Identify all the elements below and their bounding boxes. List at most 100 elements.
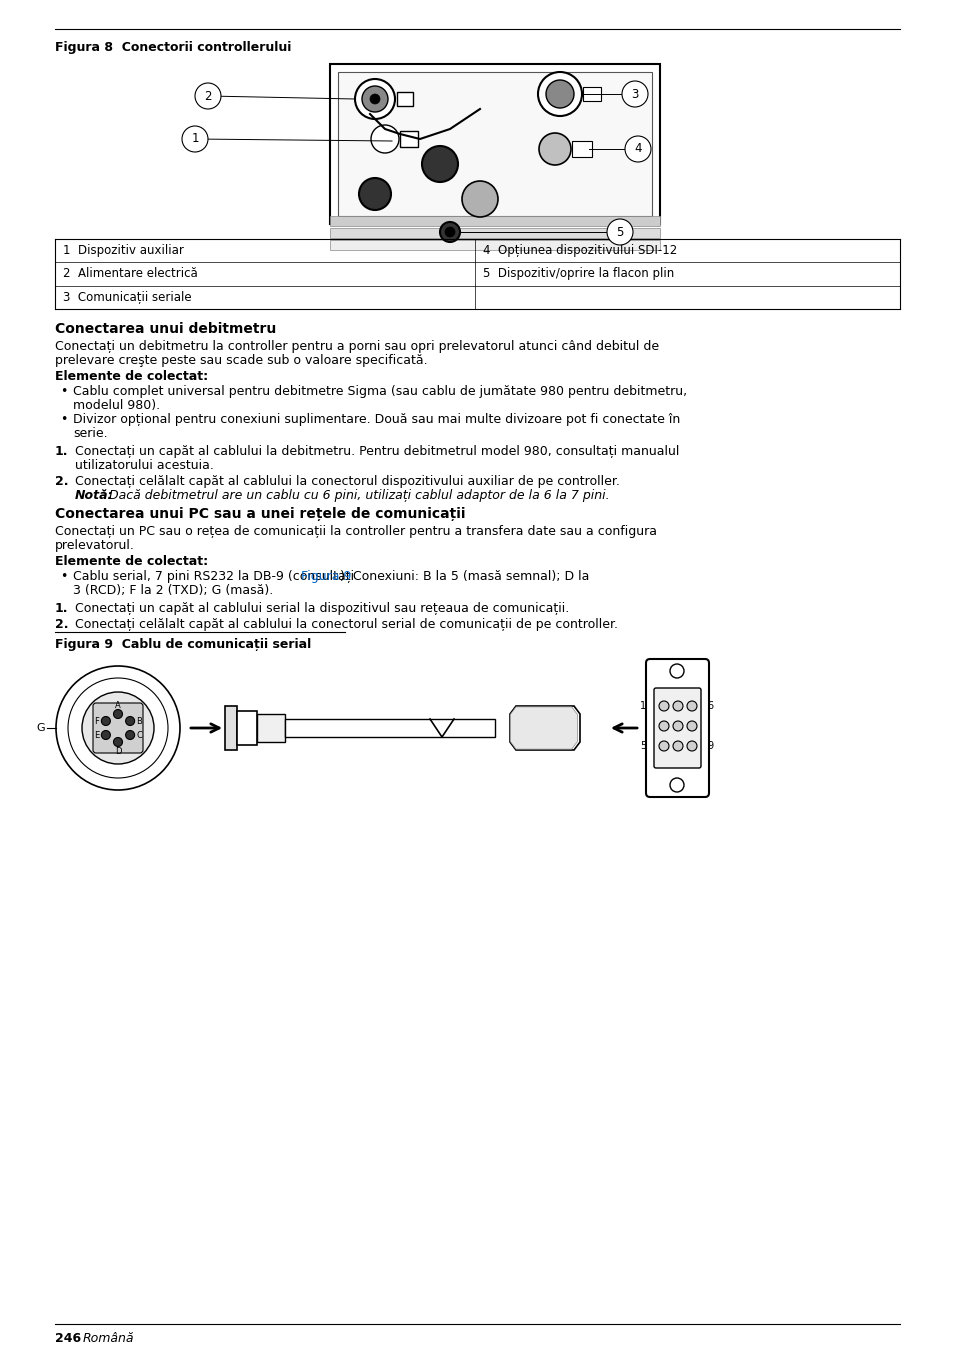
FancyBboxPatch shape: [92, 703, 143, 753]
Text: 3 (RCD); F la 2 (TXD); G (masă).: 3 (RCD); F la 2 (TXD); G (masă).: [73, 584, 273, 597]
Circle shape: [56, 666, 180, 789]
Text: C: C: [136, 731, 142, 739]
Text: 2.: 2.: [55, 475, 69, 487]
Text: 246: 246: [55, 1332, 81, 1345]
Text: 9: 9: [706, 741, 713, 751]
Circle shape: [101, 716, 111, 726]
Text: 5  Dispozitiv/oprire la flacon plin: 5 Dispozitiv/oprire la flacon plin: [482, 267, 674, 280]
Circle shape: [686, 720, 697, 731]
Text: Conectați celălalt capăt al cablului la conectorul dispozitivului auxiliar de pe: Conectați celălalt capăt al cablului la …: [75, 475, 619, 487]
Text: Dacă debitmetrul are un cablu cu 6 pini, utilizați cablul adaptor de la 6 la 7 p: Dacă debitmetrul are un cablu cu 6 pini,…: [105, 489, 609, 502]
Text: B: B: [136, 716, 142, 726]
Text: modelul 980).: modelul 980).: [73, 399, 160, 412]
Text: 1: 1: [191, 133, 198, 145]
Circle shape: [686, 741, 697, 751]
Circle shape: [537, 72, 581, 116]
Circle shape: [538, 133, 571, 165]
Text: Figura 9: Figura 9: [300, 570, 351, 584]
Bar: [285, 719, 495, 737]
Bar: [330, 227, 659, 238]
Text: ). Conexiuni: B la 5 (masă semnal); D la: ). Conexiuni: B la 5 (masă semnal); D la: [339, 570, 589, 584]
Text: 2  Alimentare electrică: 2 Alimentare electrică: [63, 267, 197, 280]
Bar: [330, 240, 659, 250]
Circle shape: [659, 701, 668, 711]
Text: Conectarea unui debitmetru: Conectarea unui debitmetru: [55, 322, 276, 336]
Text: 4  Opțiunea dispozitivului SDI-12: 4 Opțiunea dispozitivului SDI-12: [482, 244, 677, 257]
Circle shape: [358, 177, 391, 210]
Text: 1.: 1.: [55, 445, 69, 458]
Text: utilizatorului acestuia.: utilizatorului acestuia.: [75, 459, 213, 473]
Text: 3  Comunicații seriale: 3 Comunicații seriale: [63, 291, 192, 303]
Circle shape: [659, 741, 668, 751]
Text: Conectați un PC sau o rețea de comunicații la controller pentru a transfera date: Conectați un PC sau o rețea de comunicaț…: [55, 525, 657, 538]
Text: G: G: [36, 723, 45, 733]
Text: Divizor opțional pentru conexiuni suplimentare. Două sau mai multe divizoare pot: Divizor opțional pentru conexiuni suplim…: [73, 413, 679, 427]
Circle shape: [194, 83, 221, 110]
Circle shape: [545, 80, 574, 108]
Text: Figura 8  Conectorii controllerului: Figura 8 Conectorii controllerului: [55, 41, 291, 54]
Text: 5: 5: [616, 226, 623, 238]
Circle shape: [444, 227, 455, 237]
Text: D: D: [114, 746, 121, 756]
Polygon shape: [510, 705, 579, 750]
Circle shape: [113, 709, 122, 719]
Text: prelevare creşte peste sau scade sub o valoare specificată.: prelevare creşte peste sau scade sub o v…: [55, 353, 427, 367]
Text: •: •: [60, 385, 68, 398]
Text: Română: Română: [83, 1332, 134, 1345]
Circle shape: [669, 663, 683, 678]
Circle shape: [621, 81, 647, 107]
Text: 4: 4: [634, 142, 641, 156]
Text: Cablu complet universal pentru debitmetre Sigma (sau cablu de jumătate 980 pentr: Cablu complet universal pentru debitmetr…: [73, 385, 686, 398]
Text: 1: 1: [639, 701, 645, 711]
FancyBboxPatch shape: [645, 659, 708, 798]
Text: Elemente de colectat:: Elemente de colectat:: [55, 555, 208, 567]
Circle shape: [371, 125, 398, 153]
Text: Conectați un capăt al cablului la debitmetru. Pentru debitmetrul model 980, cons: Conectați un capăt al cablului la debitm…: [75, 445, 679, 458]
Circle shape: [672, 720, 682, 731]
Circle shape: [686, 701, 697, 711]
Bar: [236, 711, 256, 745]
Circle shape: [126, 716, 134, 726]
Text: serie.: serie.: [73, 427, 108, 440]
Text: Conectarea unui PC sau a unei rețele de comunicații: Conectarea unui PC sau a unei rețele de …: [55, 506, 465, 521]
Circle shape: [606, 219, 633, 245]
Text: Conectați un debitmetru la controller pentru a porni sau opri prelevatorul atunc: Conectați un debitmetru la controller pe…: [55, 340, 659, 353]
Circle shape: [659, 720, 668, 731]
Circle shape: [113, 738, 122, 746]
Text: •: •: [60, 570, 68, 584]
Circle shape: [82, 692, 153, 764]
Bar: [330, 217, 659, 226]
Text: 1  Dispozitiv auxiliar: 1 Dispozitiv auxiliar: [63, 244, 184, 257]
Text: 3: 3: [631, 88, 638, 100]
Text: 1.: 1.: [55, 603, 69, 615]
Text: Cablu serial, 7 pini RS232 la DB-9 (consultați: Cablu serial, 7 pini RS232 la DB-9 (cons…: [73, 570, 357, 584]
Bar: [256, 714, 285, 742]
Circle shape: [355, 79, 395, 119]
Circle shape: [182, 126, 208, 152]
Circle shape: [461, 181, 497, 217]
Text: 5: 5: [639, 741, 645, 751]
Bar: [225, 705, 236, 750]
Text: 2: 2: [204, 89, 212, 103]
Circle shape: [439, 222, 459, 242]
Text: Conectați un capăt al cablului serial la dispozitivul sau rețeaua de comunicații: Conectați un capăt al cablului serial la…: [75, 603, 569, 615]
Text: E: E: [94, 731, 99, 739]
Circle shape: [101, 731, 111, 739]
Text: 2.: 2.: [55, 617, 69, 631]
Bar: [396, 92, 413, 106]
Circle shape: [672, 741, 682, 751]
Circle shape: [361, 87, 388, 112]
Text: prelevatorul.: prelevatorul.: [55, 539, 134, 552]
Bar: [399, 131, 417, 148]
Text: 6: 6: [706, 701, 713, 711]
Text: Notă:: Notă:: [75, 489, 113, 502]
Bar: [572, 141, 592, 157]
Text: Elemente de colectat:: Elemente de colectat:: [55, 370, 208, 383]
Circle shape: [669, 779, 683, 792]
Bar: [582, 87, 600, 102]
Circle shape: [68, 678, 168, 779]
Circle shape: [672, 701, 682, 711]
Text: •: •: [60, 413, 68, 427]
Circle shape: [421, 146, 457, 181]
Text: Figura 9  Cablu de comunicații serial: Figura 9 Cablu de comunicații serial: [55, 638, 311, 651]
